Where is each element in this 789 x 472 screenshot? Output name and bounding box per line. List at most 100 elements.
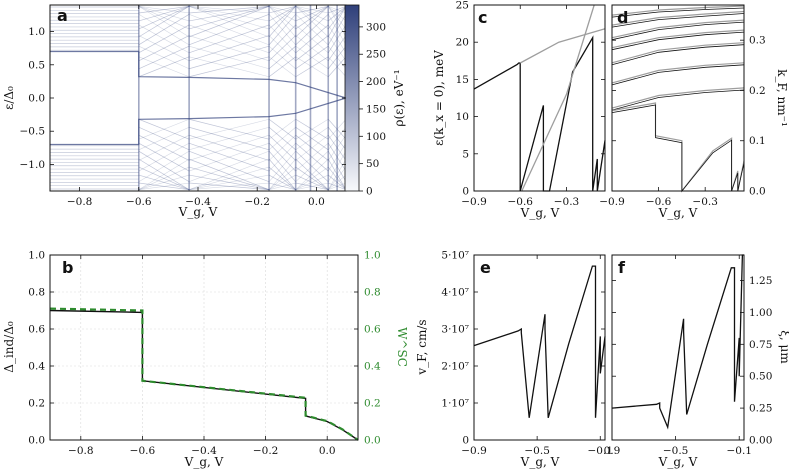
- band-curve: [328, 6, 347, 14]
- band-curve: [189, 14, 270, 46]
- y-tick-label: 1·10⁷: [441, 398, 469, 410]
- band-curve: [327, 24, 347, 53]
- panel-d: −0.9 −0.6 −0.3 0.0 0.1 0.2 0.3 d V_g, V k_F, n…: [599, 4, 789, 220]
- kf-band-gray: [611, 10, 745, 26]
- y-tick-label: 0.6: [28, 324, 45, 336]
- band-curve: [189, 182, 270, 191]
- band-curve: [327, 150, 347, 182]
- colorbar-label: ρ(ε), eV⁻¹: [392, 69, 406, 126]
- panel-b-lines: [49, 307, 359, 441]
- band-curve: [138, 142, 190, 172]
- band-curve: [295, 166, 329, 190]
- y-tick-label: 0: [462, 435, 469, 447]
- x-tick-label: −0.4: [191, 445, 217, 457]
- band-curve: [268, 6, 296, 14]
- band-curve: [189, 24, 270, 54]
- xi-line: [611, 254, 744, 430]
- x-tick-label: −0.3: [554, 196, 580, 208]
- y-tick-label: 1.0: [28, 250, 45, 262]
- band-curve: [295, 134, 329, 161]
- band-curve: [188, 158, 270, 190]
- panel-a-label: a: [57, 6, 68, 25]
- band-curve: [268, 182, 296, 191]
- y2-tick-label: 0.6: [364, 324, 381, 336]
- band-curve: [189, 5, 270, 22]
- band-curve: [295, 158, 329, 190]
- band-curve: [268, 24, 296, 54]
- band-curve: [327, 14, 347, 46]
- band-curve: [295, 35, 329, 62]
- x-tick-label: −0.3: [692, 196, 718, 208]
- y-tick-label: 0.8: [28, 287, 45, 299]
- y-tick-label: 15: [456, 74, 469, 86]
- kf-band-dark: [611, 89, 745, 111]
- x-tick-label: −0.2: [253, 445, 279, 457]
- x-tick-label: 0.9: [604, 445, 621, 457]
- y-tick-label: 0.75: [749, 339, 772, 351]
- panel-b-grid: [50, 254, 358, 441]
- y-tick-label: 0.00: [749, 435, 772, 447]
- band-curve: [295, 35, 329, 62]
- band-curve: [138, 6, 190, 38]
- band-curve: [295, 118, 329, 140]
- band-curve: [295, 14, 329, 46]
- band-curve: [189, 5, 270, 14]
- band-curve: [138, 118, 190, 140]
- band-curve: [327, 45, 347, 69]
- band-curve: [268, 35, 296, 62]
- band-curve: [189, 126, 270, 151]
- band-curve: [189, 118, 270, 140]
- panel-a: −0.8 −0.6 −0.4 −0.2 0.0 −1.0 −0.5 0.0 0.5 1.0 0 50…: [2, 4, 406, 219]
- panel-b-y2label: W^SC: [395, 327, 409, 367]
- band-curve: [138, 5, 190, 14]
- band-curve: [295, 6, 329, 30]
- band-curve: [327, 166, 347, 190]
- band-curve: [295, 119, 329, 140]
- x-tick-label: −0.5: [524, 445, 550, 457]
- band-curve: [295, 126, 329, 151]
- band-curve: [268, 166, 296, 190]
- band-curve: [138, 166, 190, 190]
- band-curve: [327, 35, 347, 62]
- band-curve: [268, 6, 296, 38]
- panel-a-ticks: −0.8 −0.6 −0.4 −0.2 0.0 −1.0 −0.5 0.0 0.5 1.0: [20, 5, 346, 208]
- band-curve: [295, 24, 329, 54]
- kf-band-dark: [611, 64, 745, 86]
- gap-edge-upper: [50, 50, 347, 99]
- epsilon-gray-line: [521, 4, 595, 192]
- band-curve: [189, 118, 270, 140]
- panel-c-xlabel: V_g, V: [520, 206, 560, 220]
- y-tick-label: 1.25: [749, 275, 772, 287]
- y-tick-label: 0.25: [749, 403, 772, 415]
- panel-c-frame: [473, 4, 606, 192]
- panel-c-ticks: −0.9 −0.6 −0.3 0 5 10 15 20 25: [456, 0, 605, 208]
- panel-f-ylabel: ξ, μm: [778, 330, 789, 364]
- band-curve: [138, 6, 190, 14]
- band-curve: [268, 166, 296, 190]
- band-curve: [295, 126, 329, 151]
- band-curve: [138, 182, 190, 190]
- band-curve: [268, 182, 296, 190]
- kf-band-dark: [611, 13, 745, 28]
- band-curve: [268, 126, 296, 151]
- x-tick-label: −0.6: [126, 196, 152, 208]
- band-curve: [268, 45, 296, 70]
- band-curve: [295, 6, 329, 22]
- band-curve: [327, 6, 347, 30]
- panel-d-ylabel: k_F, nm⁻¹: [775, 69, 789, 127]
- panel-a-ylabel: ε/Δ₀: [2, 86, 16, 110]
- band-curve: [268, 14, 296, 46]
- panel-e-label: e: [480, 258, 491, 277]
- band-curve: [138, 134, 190, 161]
- band-curve: [138, 35, 190, 62]
- band-curve: [295, 56, 329, 77]
- panel-f-label: f: [618, 258, 626, 277]
- kf-band-gray: [611, 87, 745, 109]
- kf-band-gray: [611, 102, 745, 193]
- band-curve: [138, 6, 190, 30]
- band-curve: [268, 158, 296, 190]
- panel-c: −0.9 −0.6 −0.3 0 5 10 15 20 25 c V_g, V ε(k_x = …: [432, 0, 606, 220]
- band-curve: [328, 119, 347, 140]
- band-curve: [268, 150, 296, 182]
- band-curve: [327, 135, 347, 161]
